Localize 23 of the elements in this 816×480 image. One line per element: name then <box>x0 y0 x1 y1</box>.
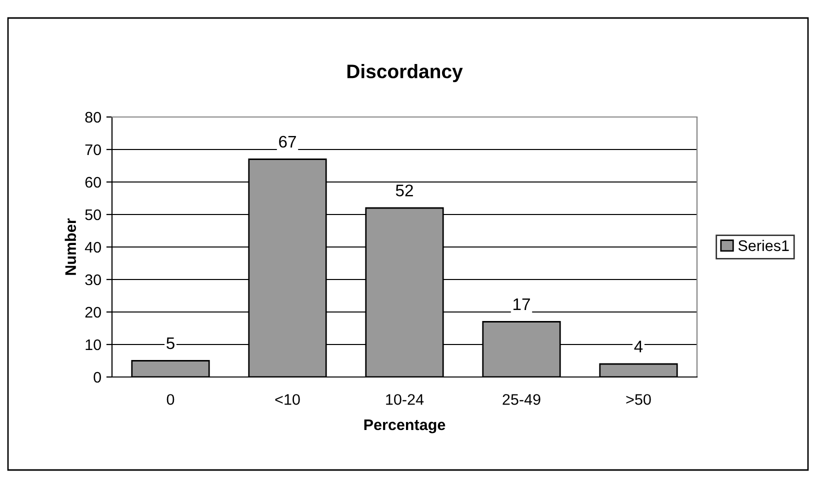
y-axis-title: Number <box>64 218 76 275</box>
data-label: 52 <box>396 184 413 196</box>
y-tick-label: 70 <box>85 144 101 156</box>
y-tick-label: 10 <box>86 339 101 350</box>
x-tick-label: >50 <box>626 394 651 405</box>
x-tick-label: 10-24 <box>386 394 424 405</box>
x-tick-label: 25-49 <box>502 394 540 405</box>
data-label: 67 <box>279 136 296 148</box>
chart-title: Discordancy <box>347 64 463 82</box>
data-label: 4 <box>634 340 643 352</box>
y-tick-label: 20 <box>85 306 101 318</box>
y-tick-label: 60 <box>85 176 101 188</box>
x-tick-label: 0 <box>166 394 174 405</box>
x-axis-title: Percentage <box>364 420 446 434</box>
y-tick-label: 40 <box>84 242 101 253</box>
y-tick-label: 0 <box>94 372 101 383</box>
y-tick-label: 30 <box>85 274 101 286</box>
data-label: 17 <box>514 298 530 310</box>
y-tick-label: 80 <box>85 112 101 123</box>
legend-label: Series1 <box>738 240 789 252</box>
x-tick-label: <10 <box>275 394 300 405</box>
data-label: 5 <box>166 337 174 350</box>
y-tick-label: 50 <box>85 209 101 220</box>
